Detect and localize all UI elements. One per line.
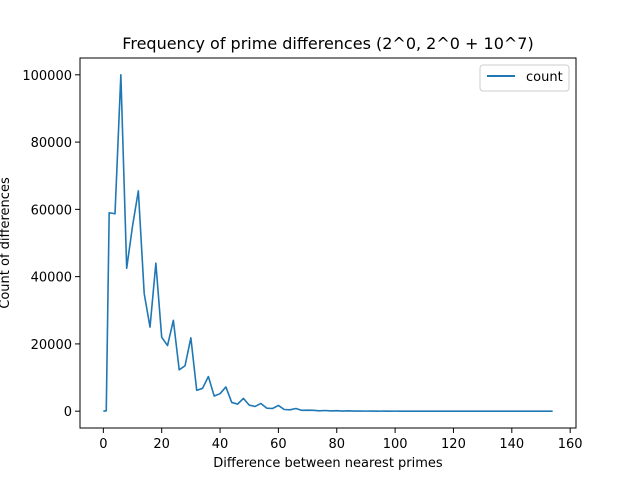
chart-title: Frequency of prime differences (2^0, 2^0… <box>122 34 533 53</box>
legend: count <box>479 64 570 92</box>
y-tick-label: 20000 <box>31 338 72 353</box>
x-axis-label: Difference between nearest primes <box>213 456 443 471</box>
y-tick-label: 40000 <box>31 271 72 286</box>
series-line-count <box>103 74 553 412</box>
y-tick-label: 60000 <box>31 203 72 218</box>
legend-label-count: count <box>526 70 563 85</box>
x-tick-label: 0 <box>99 437 107 452</box>
x-tick-label: 160 <box>558 437 583 452</box>
plot-area <box>80 58 576 428</box>
x-tick-label: 20 <box>153 437 170 452</box>
x-tick-label: 120 <box>441 437 466 452</box>
y-axis-label: Count of differences <box>0 177 13 309</box>
y-tick-label: 0 <box>64 405 72 420</box>
y-tick-label: 80000 <box>31 136 72 151</box>
x-tick-label: 40 <box>212 437 229 452</box>
legend-box <box>479 64 570 92</box>
x-tick-label: 140 <box>499 437 524 452</box>
x-tick-label: 80 <box>328 437 345 452</box>
x-tick-label: 60 <box>270 437 287 452</box>
y-axis-ticks: 0 20000 40000 60000 80000 100000 <box>22 69 80 420</box>
plot-content <box>103 74 553 412</box>
plot-frame <box>79 57 577 429</box>
x-axis-ticks: 0 20 40 60 80 100 120 140 160 <box>99 428 583 452</box>
y-tick-label: 100000 <box>22 69 72 84</box>
x-tick-label: 100 <box>383 437 408 452</box>
